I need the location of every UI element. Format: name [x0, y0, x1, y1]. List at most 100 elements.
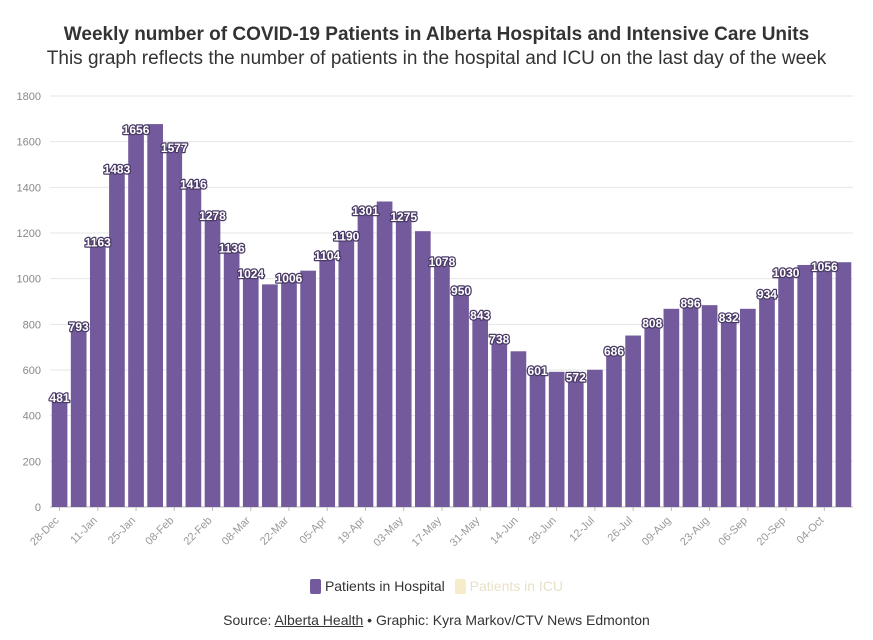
- bar-hospital[interactable]: [548, 371, 565, 507]
- bar-hospital[interactable]: [472, 314, 489, 507]
- bar-hospital[interactable]: [300, 270, 316, 507]
- y-tick-label: 200: [23, 456, 41, 468]
- bar-hospital[interactable]: [185, 183, 202, 507]
- source-link[interactable]: Alberta Health: [274, 612, 364, 628]
- bar-hospital[interactable]: [644, 322, 661, 507]
- bar-data-label: 950: [451, 284, 471, 298]
- x-tick-label: 22-Feb: [181, 515, 214, 548]
- y-tick-label: 400: [23, 411, 41, 423]
- source-prefix: Source:: [223, 612, 275, 628]
- x-tick-label: 28-Jun: [527, 515, 559, 547]
- bar-hospital[interactable]: [434, 260, 450, 507]
- icu-swatch-icon: [454, 578, 466, 594]
- x-tick-label: 08-Mar: [220, 514, 253, 547]
- x-tick-label: 08-Feb: [143, 515, 176, 548]
- bar-hospital[interactable]: [778, 271, 794, 507]
- bar-hospital[interactable]: [109, 168, 125, 508]
- bar-hospital[interactable]: [414, 231, 431, 507]
- y-tick-label: 1200: [17, 228, 41, 240]
- bar-hospital[interactable]: [166, 146, 183, 507]
- bar-hospital[interactable]: [128, 128, 144, 507]
- bar-hospital[interactable]: [529, 369, 546, 507]
- bar-data-label: 1190: [333, 229, 359, 243]
- bar-data-label: 1301: [352, 204, 379, 218]
- source-suffix: • Graphic: Kyra Markov/CTV News Edmonton: [363, 612, 650, 628]
- y-tick-label: 1400: [17, 182, 41, 194]
- bar-data-label: 808: [642, 317, 662, 331]
- bar-data-label: 1656: [123, 123, 150, 137]
- bar-data-label: 793: [69, 320, 89, 334]
- grid-lines: [50, 95, 853, 508]
- legend: Patients in Hospital Patients in ICU: [0, 578, 873, 597]
- bar-hospital[interactable]: [663, 308, 680, 507]
- bar-data-label: 738: [489, 332, 509, 346]
- bar-hospital[interactable]: [223, 247, 240, 507]
- source-credit: Source: Alberta Health • Graphic: Kyra M…: [0, 612, 873, 628]
- bar-hospital[interactable]: [587, 369, 603, 507]
- bar-hospital[interactable]: [262, 284, 278, 507]
- bar-hospital[interactable]: [567, 376, 584, 507]
- x-tick-label: 22-Mar: [258, 514, 291, 547]
- chart-subtitle: This graph reflects the number of patien…: [46, 48, 827, 69]
- x-tick-label: 20-Sep: [755, 515, 789, 549]
- bar-hospital[interactable]: [816, 265, 833, 507]
- bar-data-label: 934: [757, 288, 777, 302]
- legend-item-icu[interactable]: Patients in ICU: [454, 578, 564, 594]
- bar-data-label: 686: [604, 344, 624, 358]
- x-tick-label: 23-Aug: [678, 515, 712, 549]
- bar-hospital[interactable]: [357, 209, 374, 507]
- x-tick-label: 11-Jan: [68, 515, 100, 547]
- data-labels: 481 793 1163 1483 1656 1577 1416 1278 1136 1024 10…: [48, 122, 839, 407]
- bar-data-label: 896: [680, 296, 700, 310]
- bar-hospital[interactable]: [510, 351, 527, 507]
- legend-item-hospital[interactable]: Patients in Hospital: [309, 578, 445, 594]
- x-tick-label: 25-Jan: [106, 515, 138, 547]
- bar-data-label: 481: [50, 391, 70, 405]
- x-tick-label: 28-Dec: [28, 514, 62, 548]
- x-tick-label: 31-May: [448, 514, 483, 549]
- bars: [51, 124, 852, 508]
- bar-hospital[interactable]: [682, 302, 699, 507]
- bar-hospital[interactable]: [740, 308, 756, 507]
- bar-hospital[interactable]: [625, 335, 641, 507]
- bar-hospital[interactable]: [70, 325, 87, 507]
- bar-data-label: 1024: [237, 267, 264, 281]
- x-tick-label: 12-Jul: [567, 515, 597, 545]
- bar-hospital[interactable]: [759, 293, 775, 507]
- bar-data-label: 1577: [161, 141, 188, 155]
- legend-label-icu: Patients in ICU: [469, 578, 564, 594]
- bar-data-label: 1163: [85, 235, 111, 249]
- x-axis: 28-Dec 11-Jan 25-Jan 08-Feb 22-Feb 08-Mar 22-M…: [28, 507, 826, 549]
- bar-hospital[interactable]: [376, 201, 393, 508]
- bar-hospital[interactable]: [491, 338, 508, 507]
- bar-hospital[interactable]: [720, 317, 737, 507]
- bar-hospital[interactable]: [835, 262, 852, 507]
- bar-hospital[interactable]: [338, 235, 355, 508]
- bar-hospital[interactable]: [395, 215, 412, 507]
- bar-hospital[interactable]: [606, 350, 622, 507]
- bar-hospital[interactable]: [701, 305, 718, 507]
- bar-data-label: 1278: [199, 209, 226, 223]
- bar-data-label: 1104: [314, 249, 340, 263]
- bar-data-label: 1030: [773, 266, 800, 280]
- y-tick-label: 0: [35, 502, 41, 514]
- x-tick-label: 06-Sep: [716, 515, 750, 549]
- bar-hospital[interactable]: [797, 264, 814, 507]
- bar-hospital[interactable]: [319, 254, 336, 507]
- bar-hospital[interactable]: [89, 241, 106, 507]
- y-axis: 0 200 400 600 800 1000 1200 1400 1600 1800: [17, 91, 41, 514]
- bar-data-label: 1483: [104, 162, 131, 176]
- bar-hospital[interactable]: [453, 290, 469, 507]
- x-tick-label: 26-Jul: [606, 515, 636, 545]
- bar-hospital[interactable]: [281, 277, 297, 507]
- bar-hospital[interactable]: [204, 215, 221, 507]
- bar-hospital[interactable]: [51, 397, 68, 507]
- x-tick-label: 14-Jun: [488, 515, 520, 547]
- bar-data-label: 1006: [276, 271, 303, 285]
- bar-data-label: 572: [566, 370, 586, 384]
- bar-hospital[interactable]: [242, 273, 259, 507]
- bar-data-label: 1136: [219, 242, 245, 256]
- y-tick-label: 600: [23, 365, 41, 377]
- bar-hospital[interactable]: [147, 124, 163, 508]
- y-tick-label: 1800: [17, 91, 41, 103]
